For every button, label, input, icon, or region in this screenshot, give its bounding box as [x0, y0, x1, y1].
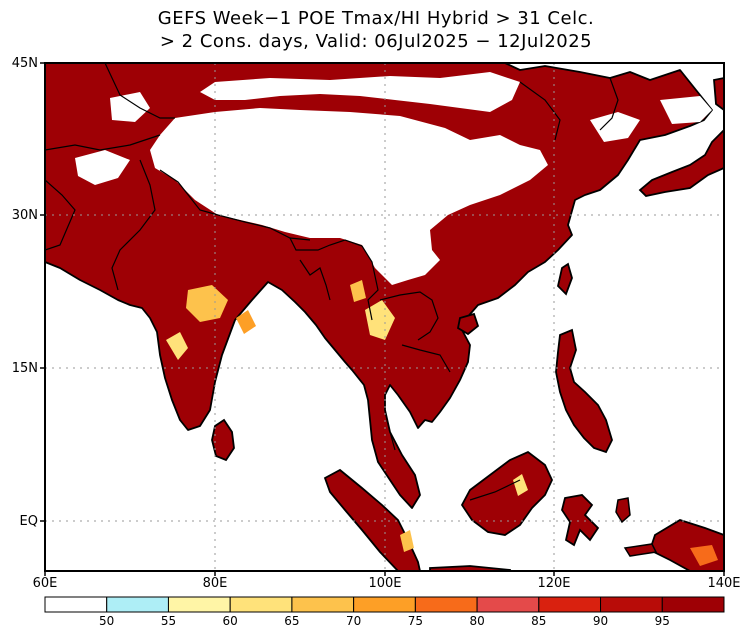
- lat-label-30n: 30N: [11, 208, 38, 223]
- lon-label-120e: 120E: [537, 576, 571, 591]
- island-hokkaido: [713, 77, 724, 112]
- moderate-probability-patch: [236, 310, 256, 334]
- color-legend-label: 60: [222, 614, 238, 628]
- color-legend-label: 75: [407, 614, 424, 628]
- color-legend-swatch: [476, 596, 540, 613]
- moderate-probability-patch: [166, 332, 188, 360]
- color-legend-swatch: [600, 596, 663, 613]
- island-philippines: [555, 328, 613, 454]
- color-legend-swatch: [44, 596, 108, 613]
- color-legend-label: 50: [99, 614, 115, 628]
- lat-label-eq: EQ: [19, 514, 38, 529]
- color-legend-label: 85: [531, 614, 547, 628]
- low-probability-patch: [110, 92, 150, 122]
- gridlines: [45, 63, 724, 571]
- color-legend-swatch: [167, 596, 231, 613]
- island-sulawesi: [561, 494, 600, 547]
- color-legend-swatch: [353, 596, 416, 613]
- low-probability-mongolia: [200, 72, 520, 112]
- country-borders: [45, 63, 619, 501]
- island-halmahera: [615, 497, 631, 524]
- lon-label-80e: 80E: [202, 576, 228, 591]
- color-legend-swatch: [414, 596, 478, 613]
- axis-ticks: [40, 62, 725, 576]
- lon-label-140e: 140E: [707, 576, 741, 591]
- island-taiwan: [557, 262, 573, 296]
- color-legend-label: 90: [592, 614, 609, 628]
- color-legend-swatch: [106, 596, 169, 613]
- island-japan: [638, 128, 724, 197]
- moderate-probability-patch: [365, 300, 395, 340]
- color-legend-label: 80: [469, 614, 485, 628]
- island-seram: [623, 543, 658, 557]
- moderate-probability-patch: [513, 474, 528, 496]
- color-legend-swatch: [229, 596, 293, 613]
- island-borneo: [460, 450, 553, 536]
- island-hainan: [456, 312, 480, 336]
- color-legend-label: 65: [284, 614, 300, 628]
- map-title-line-1: GEFS Week−1 POE Tmax/HI Hybrid > 31 Celc…: [157, 8, 595, 29]
- low-probability-patch: [75, 150, 130, 185]
- moderate-probability-patch: [400, 530, 414, 552]
- color-legend-label: 55: [160, 614, 177, 628]
- moderate-probability-patch: [350, 280, 366, 302]
- moderate-probability-patch: [690, 545, 718, 566]
- moderate-probability-patch: [186, 285, 228, 322]
- lat-label-45n: 45N: [11, 56, 38, 71]
- lon-label-60e: 60E: [32, 576, 58, 591]
- lat-label-15n: 15N: [11, 361, 38, 376]
- color-legend-label: 70: [345, 614, 362, 628]
- color-legend-swatch: [291, 596, 355, 613]
- color-legend-bar: [44, 596, 725, 613]
- lon-label-100e: 100E: [368, 576, 402, 591]
- color-legend-swatch: [661, 596, 725, 613]
- color-legend-label: 95: [654, 614, 670, 628]
- low-probability-patch: [660, 96, 712, 124]
- map-plot-area: [45, 63, 724, 571]
- island-sumatra: [323, 468, 421, 571]
- low-probability-patch: [590, 112, 640, 142]
- map-title-line-2: > 2 Cons. days, Valid: 06Jul2025 − 12Jul…: [159, 31, 593, 52]
- island-sri-lanka: [211, 418, 235, 462]
- color-legend-swatch: [538, 596, 602, 613]
- low-probability-tibet: [150, 108, 548, 285]
